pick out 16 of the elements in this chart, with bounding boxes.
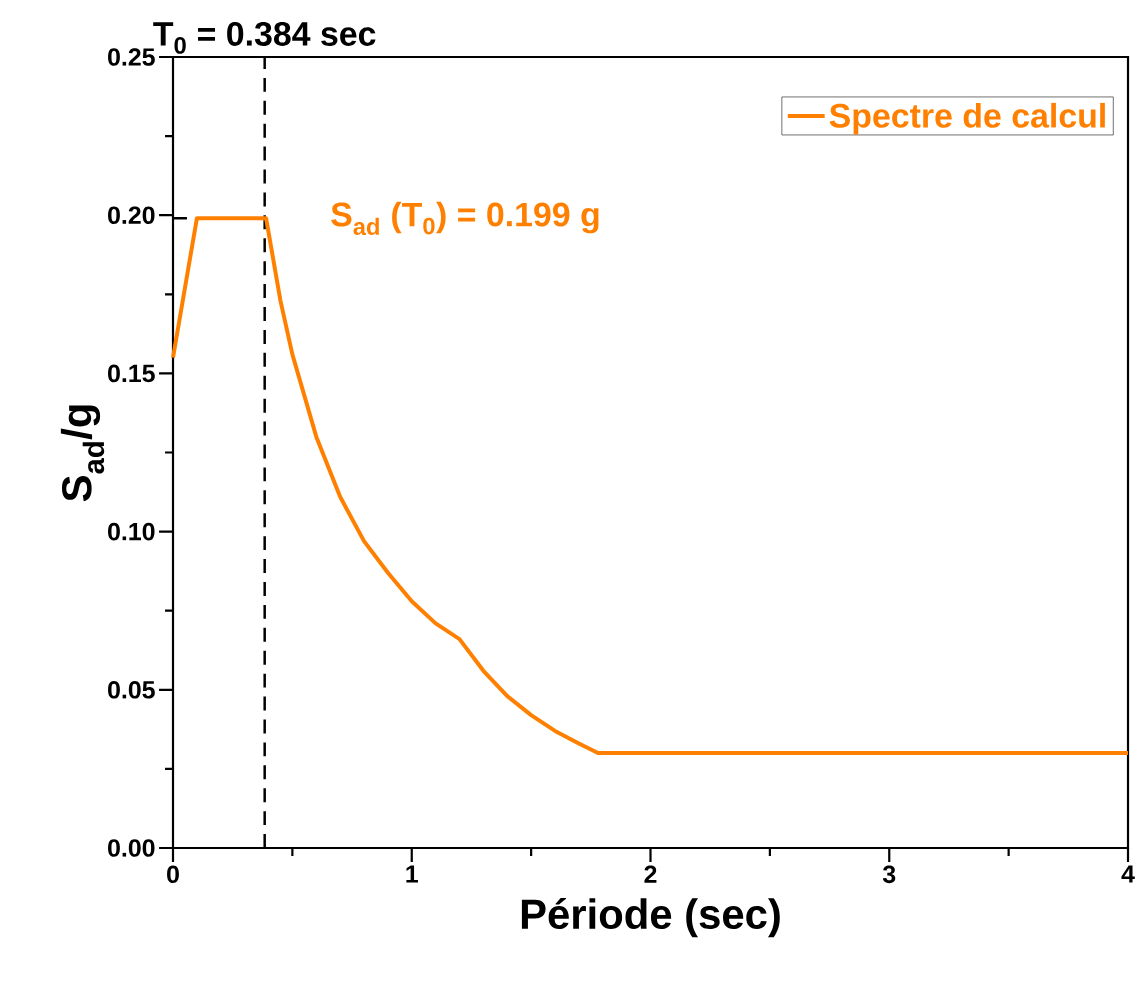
x-tick-label: 0 — [167, 865, 179, 884]
annotation: S$_{ad}$ (T$_{0}$) = 0.199 g — [331, 201, 599, 236]
x-axis-title: Période (sec) — [521, 897, 780, 938]
ref-line-label: T$_{0}$ = 0.384 sec — [153, 21, 376, 54]
x-tick-label: 3 — [882, 865, 896, 884]
y-tick-label: 0.25 — [108, 48, 155, 66]
x-tick-label: 2 — [644, 865, 657, 883]
y-axis-title: S$_{ad}$/g — [60, 405, 105, 502]
x-tick-label: 1 — [406, 865, 418, 883]
legend-label: Spectre de calcul — [829, 102, 1105, 135]
y-tick-label: 0.05 — [108, 680, 155, 699]
y-tick-label: 0.10 — [108, 522, 155, 541]
y-tick-label: 0.20 — [108, 206, 155, 225]
y-tick-label: 0.00 — [108, 839, 155, 857]
y-tick-label: 0.15 — [108, 364, 155, 383]
x-tick-label: 4 — [1121, 865, 1135, 883]
